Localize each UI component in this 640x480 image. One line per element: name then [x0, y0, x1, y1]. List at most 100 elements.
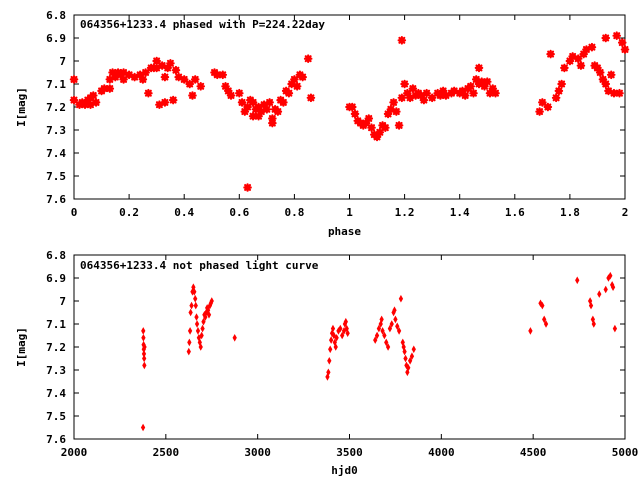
data-point [609, 88, 619, 98]
data-point [306, 93, 316, 103]
data-point [595, 68, 605, 77]
data-point [528, 327, 533, 335]
data-point [232, 333, 237, 342]
data-point [69, 75, 79, 84]
data-point [411, 345, 416, 354]
x-tick-label: 0.6 [229, 206, 249, 219]
data-point [560, 63, 569, 73]
data-point [612, 31, 622, 40]
data-point [542, 315, 547, 324]
x-tick-label: 5000 [612, 446, 639, 459]
data-point [610, 283, 616, 292]
y-tick-label: 7.5 [46, 170, 66, 183]
y-tick-label: 7.1 [46, 78, 66, 91]
data-point [124, 70, 134, 80]
data-point [259, 100, 269, 109]
data-point [361, 118, 371, 128]
data-point [327, 356, 332, 365]
data-point [343, 317, 348, 326]
x-tick-label: 0.2 [119, 206, 139, 219]
data-point [386, 105, 396, 114]
data-point [579, 49, 588, 59]
y-axis-label: I[mag] [15, 87, 28, 127]
data-point [385, 343, 391, 351]
data-point [185, 79, 195, 89]
data-point [397, 93, 407, 103]
data-point [209, 297, 214, 305]
data-point [196, 82, 206, 91]
data-point [340, 331, 345, 340]
data-point [397, 36, 407, 45]
data-point [345, 329, 350, 338]
data-point [382, 331, 387, 340]
data-point [546, 49, 555, 59]
plot-frame [73, 254, 626, 440]
data-point [303, 54, 313, 63]
data-point [248, 111, 258, 121]
data-point [262, 105, 272, 114]
data-point [237, 98, 247, 107]
y-tick-label: 7.3 [46, 124, 66, 137]
data-point [163, 63, 172, 73]
data-point [287, 79, 296, 89]
data-point [383, 109, 393, 119]
data-point [347, 102, 357, 112]
data-point [174, 72, 183, 82]
data-point [604, 86, 613, 96]
data-point [188, 308, 193, 317]
data-point [557, 79, 566, 89]
data-point [393, 315, 398, 324]
y-tick-label: 7.2 [46, 101, 66, 114]
data-point [551, 93, 561, 103]
data-point [394, 121, 404, 130]
data-point [379, 315, 384, 324]
x-tick-label: 4500 [520, 446, 547, 459]
data-point [142, 343, 147, 351]
data-point [189, 301, 194, 310]
y-tick-label: 7.2 [46, 341, 66, 354]
data-point [328, 336, 334, 344]
data-point [469, 88, 478, 98]
data-point [416, 91, 426, 100]
x-tick-label: 3500 [336, 446, 363, 459]
data-point [138, 75, 148, 84]
data-point [582, 45, 591, 54]
y-tick-label: 7.6 [46, 433, 66, 446]
data-point [221, 82, 230, 91]
data-point [268, 118, 277, 128]
y-tick-label: 7.4 [46, 387, 66, 400]
data-point [620, 45, 630, 54]
data-point [375, 128, 385, 137]
y-tick-label: 7.3 [46, 364, 66, 377]
data-point [141, 333, 146, 342]
data-point [201, 317, 206, 326]
data-point [198, 343, 203, 351]
data-point [427, 93, 437, 103]
data-point [460, 91, 470, 100]
data-point [160, 98, 170, 107]
data-point [485, 88, 495, 98]
data-point [330, 324, 336, 333]
data-point [142, 354, 147, 363]
data-point [458, 86, 467, 96]
x-tick-label: 1 [346, 206, 353, 219]
data-point [119, 68, 128, 77]
data-point [200, 324, 205, 333]
data-point [265, 98, 274, 107]
x-axis-label: phase [328, 225, 361, 238]
data-point [403, 354, 408, 363]
x-tick-label: 2000 [61, 446, 88, 459]
data-point [226, 91, 236, 100]
data-point [195, 327, 201, 335]
data-point [69, 95, 79, 105]
x-tick-label: 0 [71, 206, 78, 219]
data-point [142, 361, 147, 370]
data-point [395, 322, 400, 331]
data-point [212, 70, 222, 80]
data-point [157, 61, 167, 70]
data-point [218, 70, 228, 80]
data-point [603, 285, 608, 294]
data-point [367, 123, 376, 132]
data-point [292, 82, 302, 91]
data-point [554, 86, 564, 96]
